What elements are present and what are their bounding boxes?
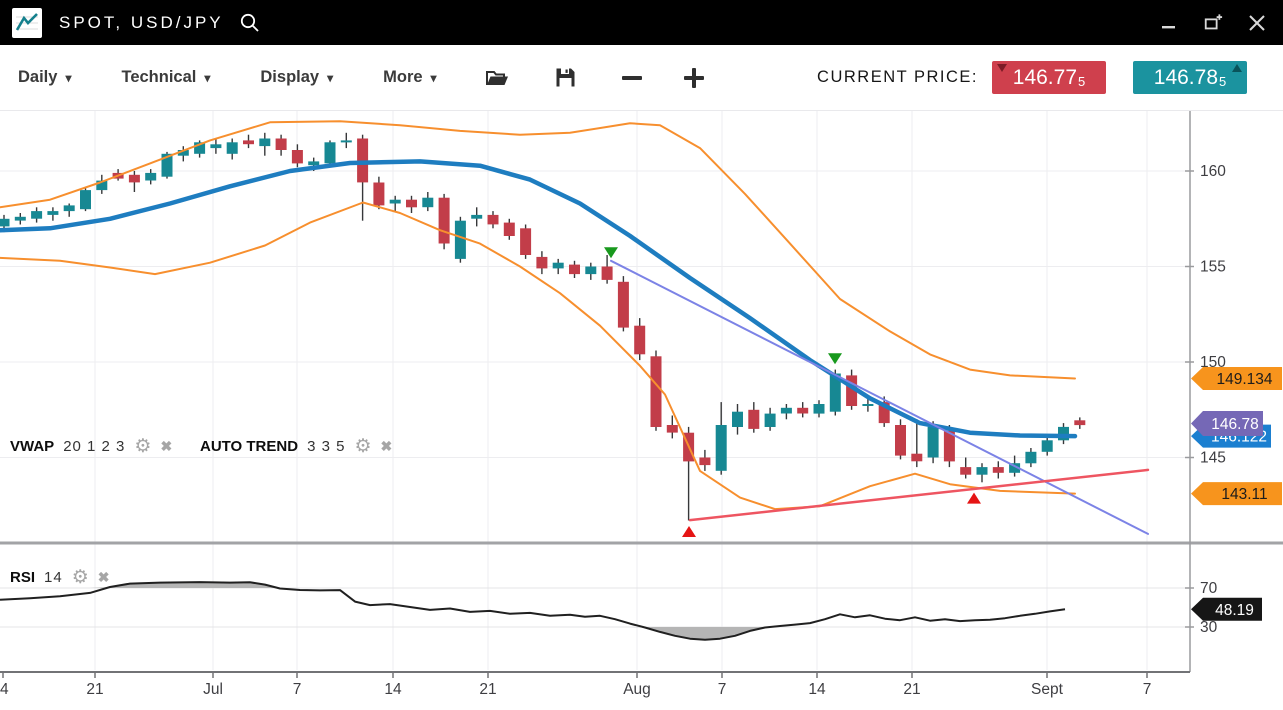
app-logo	[12, 7, 42, 38]
floppy-disk-icon	[556, 68, 575, 87]
svg-text:30: 30	[1200, 619, 1218, 636]
line-chart-logo-icon	[15, 12, 38, 31]
svg-text:Jul: Jul	[203, 681, 223, 698]
price-up-arrow-icon	[1232, 64, 1242, 72]
svg-text:7: 7	[293, 681, 302, 698]
menu-display-label: Display	[260, 68, 320, 86]
svg-text:21: 21	[903, 681, 920, 698]
auto-trend-legend-name: AUTO TREND	[200, 438, 299, 455]
window-title: SPOT, USD/JPY	[59, 12, 224, 32]
rsi-legend-name: RSI	[10, 569, 36, 586]
price-down-arrow-icon	[997, 64, 1007, 72]
svg-text:21: 21	[479, 681, 496, 698]
popout-button[interactable]	[1203, 13, 1223, 33]
rsi-settings-icon[interactable]	[72, 568, 89, 587]
rsi-legend: RSI 14	[10, 568, 109, 587]
menu-display[interactable]: Display	[260, 68, 333, 87]
rsi-remove-icon[interactable]	[98, 569, 110, 586]
svg-text:7: 7	[1143, 681, 1152, 698]
vwap-remove-icon[interactable]	[160, 438, 172, 455]
bid-price-fraction: 5	[1078, 74, 1086, 89]
bid-price-button[interactable]: 146.77 5	[992, 61, 1106, 94]
menu-timeframe[interactable]: Daily	[18, 68, 71, 87]
auto-trend-legend-params: 3 3 5	[307, 438, 346, 455]
svg-text:70: 70	[1200, 580, 1218, 597]
menu-timeframe-label: Daily	[18, 68, 58, 86]
auto-trend-remove-icon[interactable]	[380, 438, 392, 455]
chevron-down-icon	[431, 71, 437, 85]
vwap-legend-params: 20 1 2 3	[63, 438, 126, 455]
zoom-in-button[interactable]	[683, 65, 704, 91]
chevron-down-icon	[65, 71, 71, 85]
ask-price-value: 146.78	[1153, 65, 1218, 89]
chevron-down-icon	[327, 71, 333, 85]
vwap-legend: VWAP 20 1 2 3	[10, 437, 172, 456]
popout-icon	[1204, 13, 1223, 29]
svg-text:146.78: 146.78	[1211, 416, 1258, 433]
close-icon	[1249, 14, 1265, 31]
vwap-settings-icon[interactable]	[134, 437, 151, 456]
plus-icon	[683, 67, 704, 88]
zoom-out-button[interactable]	[621, 65, 642, 91]
chart-toolbar: Daily Technical Display More	[0, 45, 1283, 111]
menu-more[interactable]: More	[383, 68, 436, 87]
svg-text:155: 155	[1200, 259, 1226, 276]
rsi-legend-params: 14	[44, 569, 63, 586]
bid-price-value: 146.77	[1012, 65, 1077, 89]
svg-text:145: 145	[1200, 450, 1226, 467]
svg-text:150: 150	[1200, 354, 1226, 371]
svg-text:7: 7	[718, 681, 727, 698]
svg-text:143.11: 143.11	[1221, 486, 1267, 503]
svg-text:21: 21	[86, 681, 103, 698]
search-icon	[240, 13, 259, 32]
minus-icon	[621, 75, 642, 80]
current-price-label: CURRENT PRICE:	[817, 68, 978, 86]
window-controls	[1159, 13, 1283, 33]
minimize-icon	[1162, 25, 1175, 28]
auto-trend-legend: AUTO TREND 3 3 5	[200, 437, 392, 456]
svg-text:160: 160	[1200, 163, 1226, 180]
svg-text:4: 4	[0, 681, 9, 698]
ask-price-button[interactable]: 146.78 5	[1133, 61, 1247, 94]
svg-text:Sept: Sept	[1031, 681, 1064, 698]
svg-text:Aug: Aug	[623, 681, 651, 698]
svg-text:14: 14	[808, 681, 826, 698]
chevron-down-icon	[204, 71, 210, 85]
close-button[interactable]	[1247, 13, 1267, 33]
ask-price-fraction: 5	[1219, 74, 1227, 89]
svg-text:48.19: 48.19	[1215, 602, 1254, 619]
menu-technical[interactable]: Technical	[121, 68, 210, 87]
search-button[interactable]	[239, 12, 261, 34]
menu-technical-label: Technical	[121, 68, 197, 86]
svg-text:149.134: 149.134	[1216, 371, 1272, 388]
open-chart-button[interactable]	[485, 65, 509, 91]
auto-trend-settings-icon[interactable]	[354, 437, 371, 456]
save-chart-button[interactable]	[555, 65, 576, 91]
menu-more-label: More	[383, 68, 423, 86]
svg-text:14: 14	[384, 681, 402, 698]
vwap-legend-name: VWAP	[10, 438, 55, 455]
folder-open-icon	[485, 70, 508, 85]
title-bar: SPOT, USD/JPY	[0, 0, 1283, 45]
minimize-button[interactable]	[1159, 13, 1179, 33]
